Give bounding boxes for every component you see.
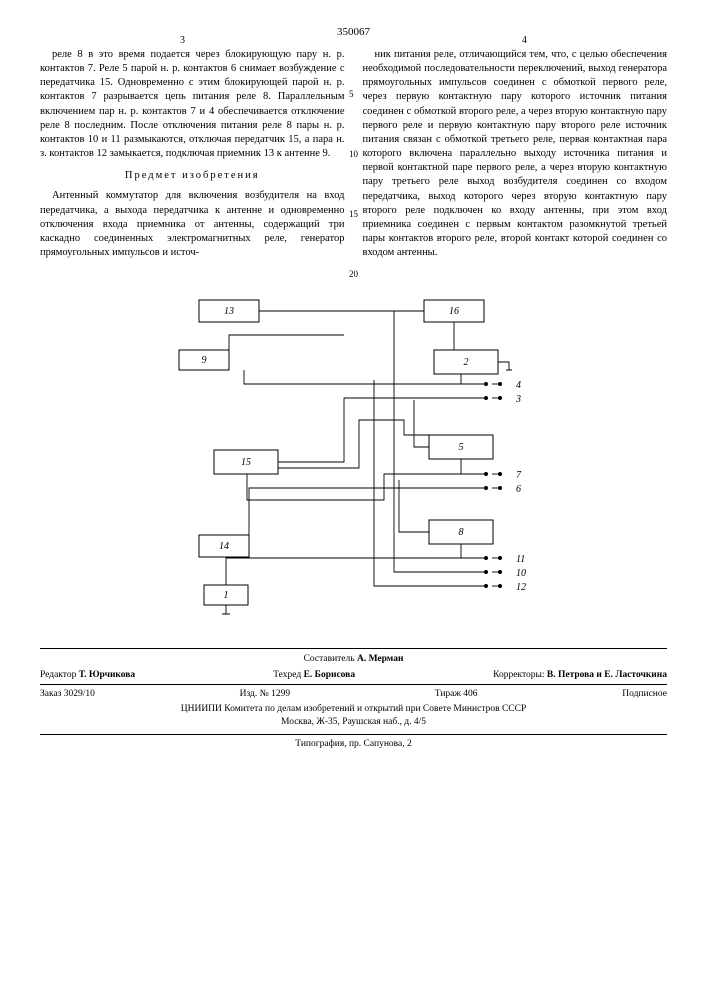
- line-mark: 15: [349, 208, 358, 220]
- order-num: Заказ 3029/10: [40, 688, 95, 701]
- svg-text:9: 9: [201, 355, 206, 366]
- col-num-right: 4: [522, 34, 527, 48]
- org-line: ЦНИИПИ Комитета по делам изобретений и о…: [40, 703, 667, 716]
- left-column: реле 8 в это время подается через блокир…: [40, 48, 345, 263]
- svg-text:2: 2: [463, 357, 468, 368]
- tirazh: Тираж 406: [435, 688, 478, 701]
- line-number-marks: 5 10 15 20: [349, 48, 358, 281]
- line-mark: 10: [349, 148, 358, 160]
- subject-heading: Предмет изобретения: [40, 169, 345, 183]
- svg-text:16: 16: [449, 306, 459, 317]
- address-line: Москва, Ж-35, Раушская наб., д. 4/5: [40, 716, 667, 729]
- right-para-1: ник питания реле, отличающийся тем, что,…: [363, 48, 668, 261]
- left-para-1: реле 8 в это время подается через блокир…: [40, 48, 345, 161]
- svg-text:6: 6: [516, 484, 521, 495]
- compiler-name: А. Мерман: [357, 654, 403, 664]
- line-mark: 5: [349, 88, 358, 100]
- editor-name: Т. Юрчикова: [79, 670, 135, 680]
- right-column: ник питания реле, отличающийся тем, что,…: [363, 48, 668, 263]
- svg-text:3: 3: [515, 394, 521, 405]
- svg-text:4: 4: [516, 380, 521, 391]
- line-mark: 20: [349, 268, 358, 280]
- diagram-svg: 13 9 15 14 1 16 2 5 8 4 3 7 6 11 10 12: [144, 280, 564, 630]
- typography-line: Типография, пр. Сапунова, 2: [40, 734, 667, 751]
- svg-text:12: 12: [516, 582, 526, 593]
- document-number: 350067: [40, 25, 667, 40]
- tech-name: Е. Борисова: [304, 670, 356, 680]
- circuit-diagram: 13 9 15 14 1 16 2 5 8 4 3 7 6 11 10 12: [40, 280, 667, 630]
- svg-text:13: 13: [224, 306, 234, 317]
- col-num-left: 3: [180, 34, 185, 48]
- podpisnoe: Подписное: [622, 688, 667, 701]
- svg-text:1: 1: [223, 590, 228, 601]
- svg-text:11: 11: [516, 554, 525, 565]
- izd-num: Изд. № 1299: [240, 688, 290, 701]
- svg-text:15: 15: [241, 457, 251, 468]
- compiler-label: Составитель: [304, 654, 355, 664]
- svg-text:8: 8: [458, 527, 463, 538]
- text-columns: 3 4 5 10 15 20 реле 8 в это время подает…: [40, 48, 667, 263]
- svg-text:10: 10: [516, 568, 526, 579]
- svg-text:7: 7: [516, 470, 522, 481]
- svg-text:5: 5: [458, 442, 463, 453]
- corr-names: В. Петрова и Е. Ласточкина: [547, 670, 667, 680]
- footer: Составитель А. Мерман Редактор Т. Юрчико…: [40, 648, 667, 751]
- svg-text:14: 14: [219, 541, 229, 552]
- left-para-2: Антенный коммутатор для включения возбуд…: [40, 189, 345, 260]
- editor-label: Редактор: [40, 670, 76, 680]
- tech-label: Техред: [273, 670, 301, 680]
- corr-label: Корректоры:: [493, 670, 544, 680]
